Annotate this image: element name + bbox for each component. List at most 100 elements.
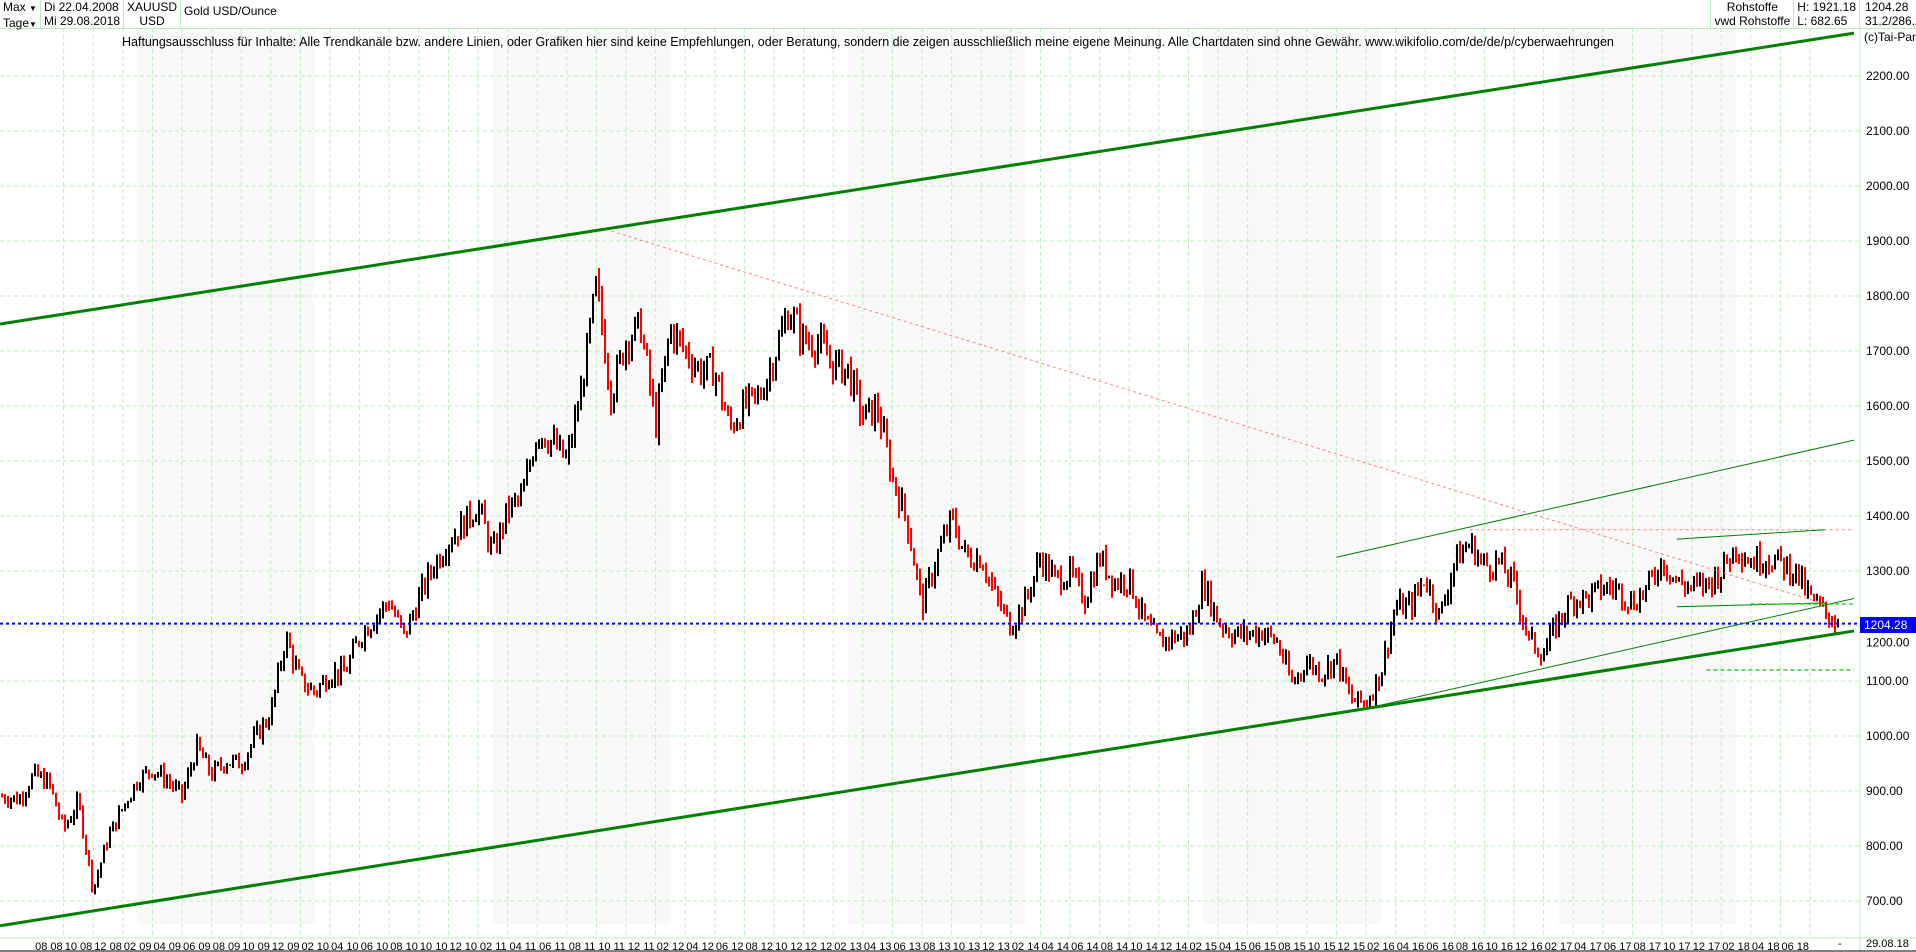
x-tick-label: 06 13 [894,941,922,952]
x-tick-label: 06 17 [1604,941,1632,952]
y-tick-label: 2000.00 [1866,179,1910,193]
x-tick-label: 02 11 [480,941,507,952]
x-tick-label: 06 14 [1071,941,1099,952]
trendline-thin-green [1365,598,1855,709]
x-tick-label: 08 08 [35,941,63,952]
x-tick-label: 08 10 [390,941,418,952]
trendline-thin-green [1336,439,1855,558]
x-tick-label: 12 17 [1693,941,1721,952]
x-tick-label: 02 13 [834,941,862,952]
high-value: H: 1921.18 [1797,0,1856,14]
x-tick-label: 06 15 [1249,941,1277,952]
year-band [1203,28,1381,924]
start-date[interactable]: Di 22.04.2008 [43,0,119,14]
x-tick-label: 02 17 [1545,941,1573,952]
x-tick-label: 12 11 [628,941,655,952]
x-tick-label: 12 14 [1160,941,1188,952]
period-dropdown[interactable]: Tage▼ [3,16,37,30]
trendline-thick-green [0,629,1855,928]
x-axis: 08 08 10 08 12 08 02 09 04 09 06 09 08 09 10 09… [0,937,1916,952]
y-tick-label: 1500.00 [1866,454,1910,468]
trendline-thick-green [0,31,1855,326]
year-band [492,28,671,924]
x-tick-label: 02 10 [302,941,330,952]
y-tick-label: 1900.00 [1866,234,1910,248]
current-price-label: 1204.28 [1860,617,1916,633]
trendlines [0,31,1860,928]
symbol: XAUUSD [127,0,178,14]
year-band [848,28,1026,924]
x-tick-label: 02 15 [1190,941,1218,952]
axis-dash: - [1838,938,1842,950]
x-tick-label: 10 17 [1663,941,1691,952]
y-axis: 700.00 800.00 900.00 1000.00 1100.00 1200.00 1… [1859,0,1910,952]
y-tick-label: 800.00 [1866,839,1903,853]
trendline-red-dotted [611,230,1825,605]
x-tick-label: 10 10 [420,941,448,952]
y-tick-label: 1600.00 [1866,399,1910,413]
x-tick-label: 12 09 [272,941,300,952]
x-tick-label: 06 18 [1782,941,1810,952]
instrument-name: Gold USD/Ounce [184,4,277,18]
x-tick-label: 04 13 [864,941,892,952]
chevron-down-icon: ▼ [29,20,37,29]
x-tick-label: 06 09 [183,941,211,952]
x-tick-label: 08 15 [1278,941,1306,952]
x-tick-label: 04 15 [1219,941,1247,952]
x-tick-label: 04 14 [1042,941,1070,952]
x-tick-label: 02 14 [1012,941,1040,952]
y-tick-label: 1300.00 [1866,564,1910,578]
x-tick-label: 12 15 [1338,941,1366,952]
x-tick-label: 02 16 [1367,941,1395,952]
x-tick-label: 08 09 [213,941,241,952]
x-tick-label: 04 10 [331,941,359,952]
y-tick-label: 1100.00 [1866,674,1909,688]
x-tick-label: 08 14 [1101,941,1129,952]
x-tick-label: 04 09 [154,941,182,952]
y-tick-label: 2100.00 [1866,124,1910,138]
x-tick-label: 04 12 [686,941,714,952]
chart-header: Max ▼ Tage▼ Di 22.04.2008 Mi 29.08.2018 … [0,0,1916,30]
x-tick-label: 12 13 [982,941,1010,952]
x-tick-label: 12 08 [94,941,122,952]
x-tick-label: 10 09 [242,941,270,952]
end-date[interactable]: Mi 29.08.2018 [43,14,121,28]
last-value: 1204.28 [1865,0,1909,14]
copyright: (c)Tai-Pan [1864,30,1916,44]
x-tick-label: 08 16 [1456,941,1484,952]
x-tick-label: 08 17 [1634,941,1662,952]
y-tick-label: 700.00 [1866,894,1903,908]
y-tick-label: 2200.00 [1866,69,1910,83]
y-tick-label: 1400.00 [1866,509,1910,523]
y-tick-label: 1800.00 [1866,289,1910,303]
x-tick-label: 12 10 [450,941,478,952]
candles [1,268,1839,895]
y-tick-label: 1700.00 [1866,344,1910,358]
x-tick-label: 02 18 [1722,941,1750,952]
x-tick-label: 10 14 [1130,941,1158,952]
x-tick-label: 10 15 [1308,941,1336,952]
ratio-value: 31.2/286.2 [1865,14,1916,28]
trendline-thin-green [1676,529,1825,540]
disclaimer-text: Haftungsausschluss für Inhalte: Alle Tre… [122,35,1614,49]
x-tick-label: 04 17 [1574,941,1602,952]
x-tick-label: 12 12 [805,941,833,952]
y-tick-label: 1000.00 [1866,729,1910,743]
range-dropdown[interactable]: Max ▼ [3,0,37,14]
x-tick-label: 10 12 [775,941,803,952]
x-tick-label: 10 13 [953,941,981,952]
year-band [137,28,316,924]
low-value: L: 682.65 [1797,14,1848,28]
x-tick-label: 06 16 [1426,941,1454,952]
y-tick-label: 1200.00 [1866,636,1910,650]
currency: USD [139,14,165,28]
end-date-label: 29.08.18 [1866,938,1909,950]
source: vwd Rohstoffe [1714,14,1791,28]
x-tick-label: 06 11 [539,941,566,952]
category: Rohstoffe [1726,0,1778,14]
x-tick-label: 04 18 [1752,941,1780,952]
x-tick-label: 10 16 [1486,941,1514,952]
year-bands [137,28,1737,924]
x-tick-label: 08 11 [569,941,596,952]
